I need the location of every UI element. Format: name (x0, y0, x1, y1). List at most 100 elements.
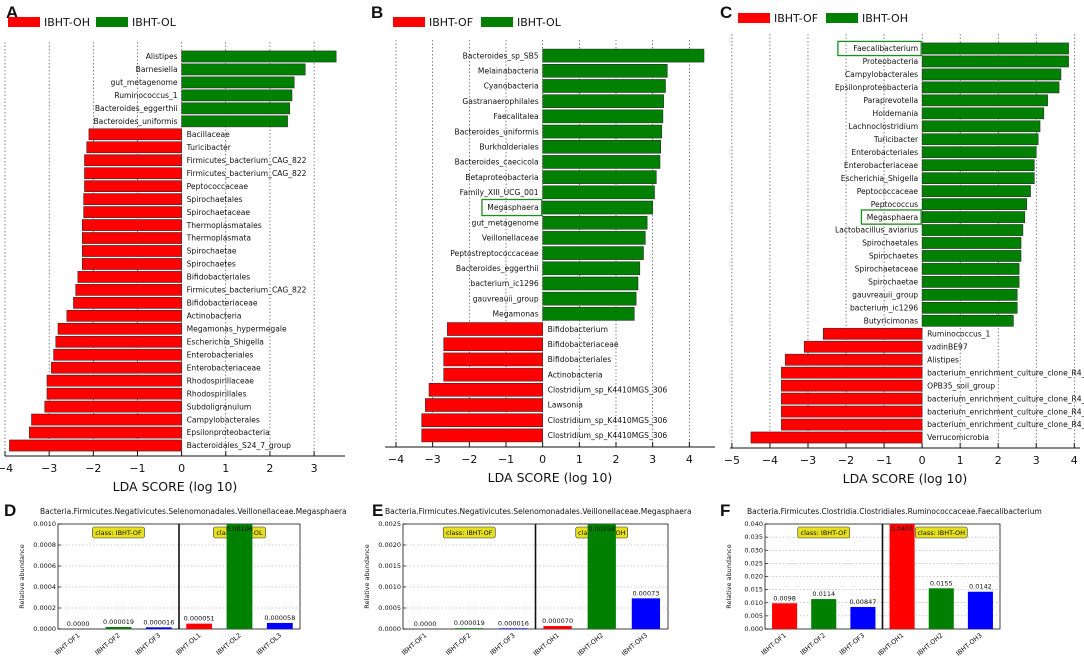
abundance-bar (455, 628, 484, 629)
lda-bar (55, 335, 182, 348)
value-label: 0.000058 (264, 614, 295, 622)
y-tick-label: 0.0000 (33, 625, 56, 633)
lda-bar (921, 198, 1027, 210)
y-tick-label: 0.0015 (378, 562, 401, 570)
legend-label: IBHT-OF (774, 12, 818, 25)
y-tick-label: 0.0008 (33, 541, 56, 549)
sample-label: IBHT-OF1 (53, 631, 81, 657)
highlight-box (860, 209, 922, 225)
y-tick-label: 0.0010 (378, 583, 401, 591)
y-tick-label: 0.010 (744, 599, 763, 607)
lda-bar (425, 398, 543, 412)
class-label-box (92, 526, 145, 539)
lda-bar (921, 81, 1060, 94)
bar-label: Escherichia_Shigella (841, 174, 918, 183)
lda-bar (781, 366, 923, 379)
bar-label: Paraprevotella (863, 96, 918, 105)
bar-label: Megasphaera (867, 213, 918, 222)
bar-label: Proteobacteria (863, 57, 919, 66)
lda-bar (443, 352, 543, 367)
y-tick-label: 0.030 (744, 546, 763, 554)
x-tick-label: −1 (876, 454, 892, 467)
bar-label: Lawsonia (548, 401, 583, 410)
legend: IBHT-OH IBHT-OL (8, 16, 177, 29)
bar-label: Faecalitalea (494, 112, 539, 121)
bar-label: Bifidobacteriales (548, 355, 612, 364)
bar-label: Cyanobacteria (484, 82, 539, 91)
lda-bar (51, 361, 182, 374)
x-tick-label: −4 (0, 462, 13, 475)
sample-label: IBHT-OH2 (915, 631, 944, 657)
bar-label: Alistipes (927, 355, 959, 364)
lda-bar (84, 180, 182, 192)
legend-swatch (96, 17, 128, 27)
lda-bar (781, 418, 923, 431)
bar-label: vadinBE97 (927, 342, 968, 351)
bar-label: Bacteroides_eggerthii (95, 104, 178, 113)
bar-label: Faecalibacterium (853, 44, 918, 53)
legend-swatch (393, 17, 425, 27)
bar-label: Actinobacteria (548, 370, 603, 379)
lda-bar (822, 327, 923, 340)
lda-bar (784, 353, 923, 366)
bar-label: Bifidobacteriales (187, 273, 251, 282)
lda-bar (542, 185, 655, 200)
abundance-bar (543, 626, 572, 629)
sample-label: IBHT-OL1 (174, 631, 202, 656)
y-tick-label: 0.015 (744, 586, 763, 594)
bar-label: Subdoligranulum (187, 402, 252, 411)
sample-label: IBHT-OF3 (488, 631, 516, 657)
abundance-bar (587, 524, 616, 629)
bar-label: Spirochaetes (187, 260, 236, 269)
lda-bar (82, 258, 182, 270)
lda-bar (82, 245, 182, 257)
value-label: 0.000016 (143, 618, 174, 626)
x-tick-label: −2 (85, 462, 101, 475)
panel-c: C IBHT-OF IBHT-OH Faecalibacterium Proteobac… (720, 3, 1084, 486)
bar-label: gauvreauii_group (473, 294, 539, 303)
legend-swatch (826, 13, 858, 23)
lda-bar (542, 94, 664, 108)
bar-label: Megamonas (492, 310, 538, 319)
x-tick-label: −4 (388, 453, 404, 466)
lda-bar (181, 50, 337, 63)
bar-label: Clostridium_sp_K4410MGS_306 (548, 431, 668, 440)
lda-bar (31, 413, 182, 426)
bar-label: Bacteroides_uniformis (455, 127, 539, 136)
x-axis-title: LDA SCORE (log 10) (843, 471, 968, 486)
panel-b: B IBHT-OF IBHT-OL Bacteroides_sp_SB5 Melaina… (371, 3, 715, 485)
x-tick-label: 2 (266, 462, 273, 475)
lda-bar (83, 206, 182, 218)
value-label: 0.00106 (226, 525, 253, 533)
bar-label: Epsilonproteobacteria (835, 83, 918, 92)
bar-label: Bacteroides_caecicola (455, 158, 539, 167)
x-tick-label: 2 (995, 454, 1002, 467)
bar-label: Bacteroides_eggerthii (456, 264, 539, 273)
y-tick-label: 0.0025 (378, 520, 401, 528)
x-tick-label: 1 (957, 454, 964, 467)
y-axis-title: Relative abundance (725, 544, 733, 608)
lda-bar (447, 322, 543, 336)
bar-label: Bacteroides_sp_SB5 (463, 51, 539, 60)
lda-bar (44, 400, 182, 413)
legend-label: IBHT-OL (517, 16, 562, 29)
bar-label: Enterobacteriales (187, 350, 254, 359)
value-label: 0.0155 (930, 579, 953, 587)
bar-label: Peptococcaceae (187, 182, 249, 191)
sample-label: IBHT-OL3 (255, 631, 283, 656)
y-tick-label: 0.0002 (33, 604, 56, 612)
lda-bar (181, 76, 295, 89)
lda-bar (84, 167, 182, 180)
bar-label: Bifidobacteriaceae (548, 340, 619, 349)
bar-label: bacterium_enrichment_culture_clone_R4_41… (927, 394, 1084, 403)
bar-label: Rhodospirillales (187, 389, 247, 398)
lda-bar (542, 109, 664, 124)
x-tick-label: 2 (613, 453, 620, 466)
lda-bar (781, 392, 923, 405)
legend-label: IBHT-OL (132, 16, 177, 29)
value-label: 0.000016 (498, 619, 529, 627)
value-label: 0.0000 (67, 620, 90, 628)
lda-bar (82, 219, 182, 231)
bar-label: Firmicutes_bacterium_CAG_822 (187, 156, 307, 165)
lda-bar (921, 237, 1022, 249)
